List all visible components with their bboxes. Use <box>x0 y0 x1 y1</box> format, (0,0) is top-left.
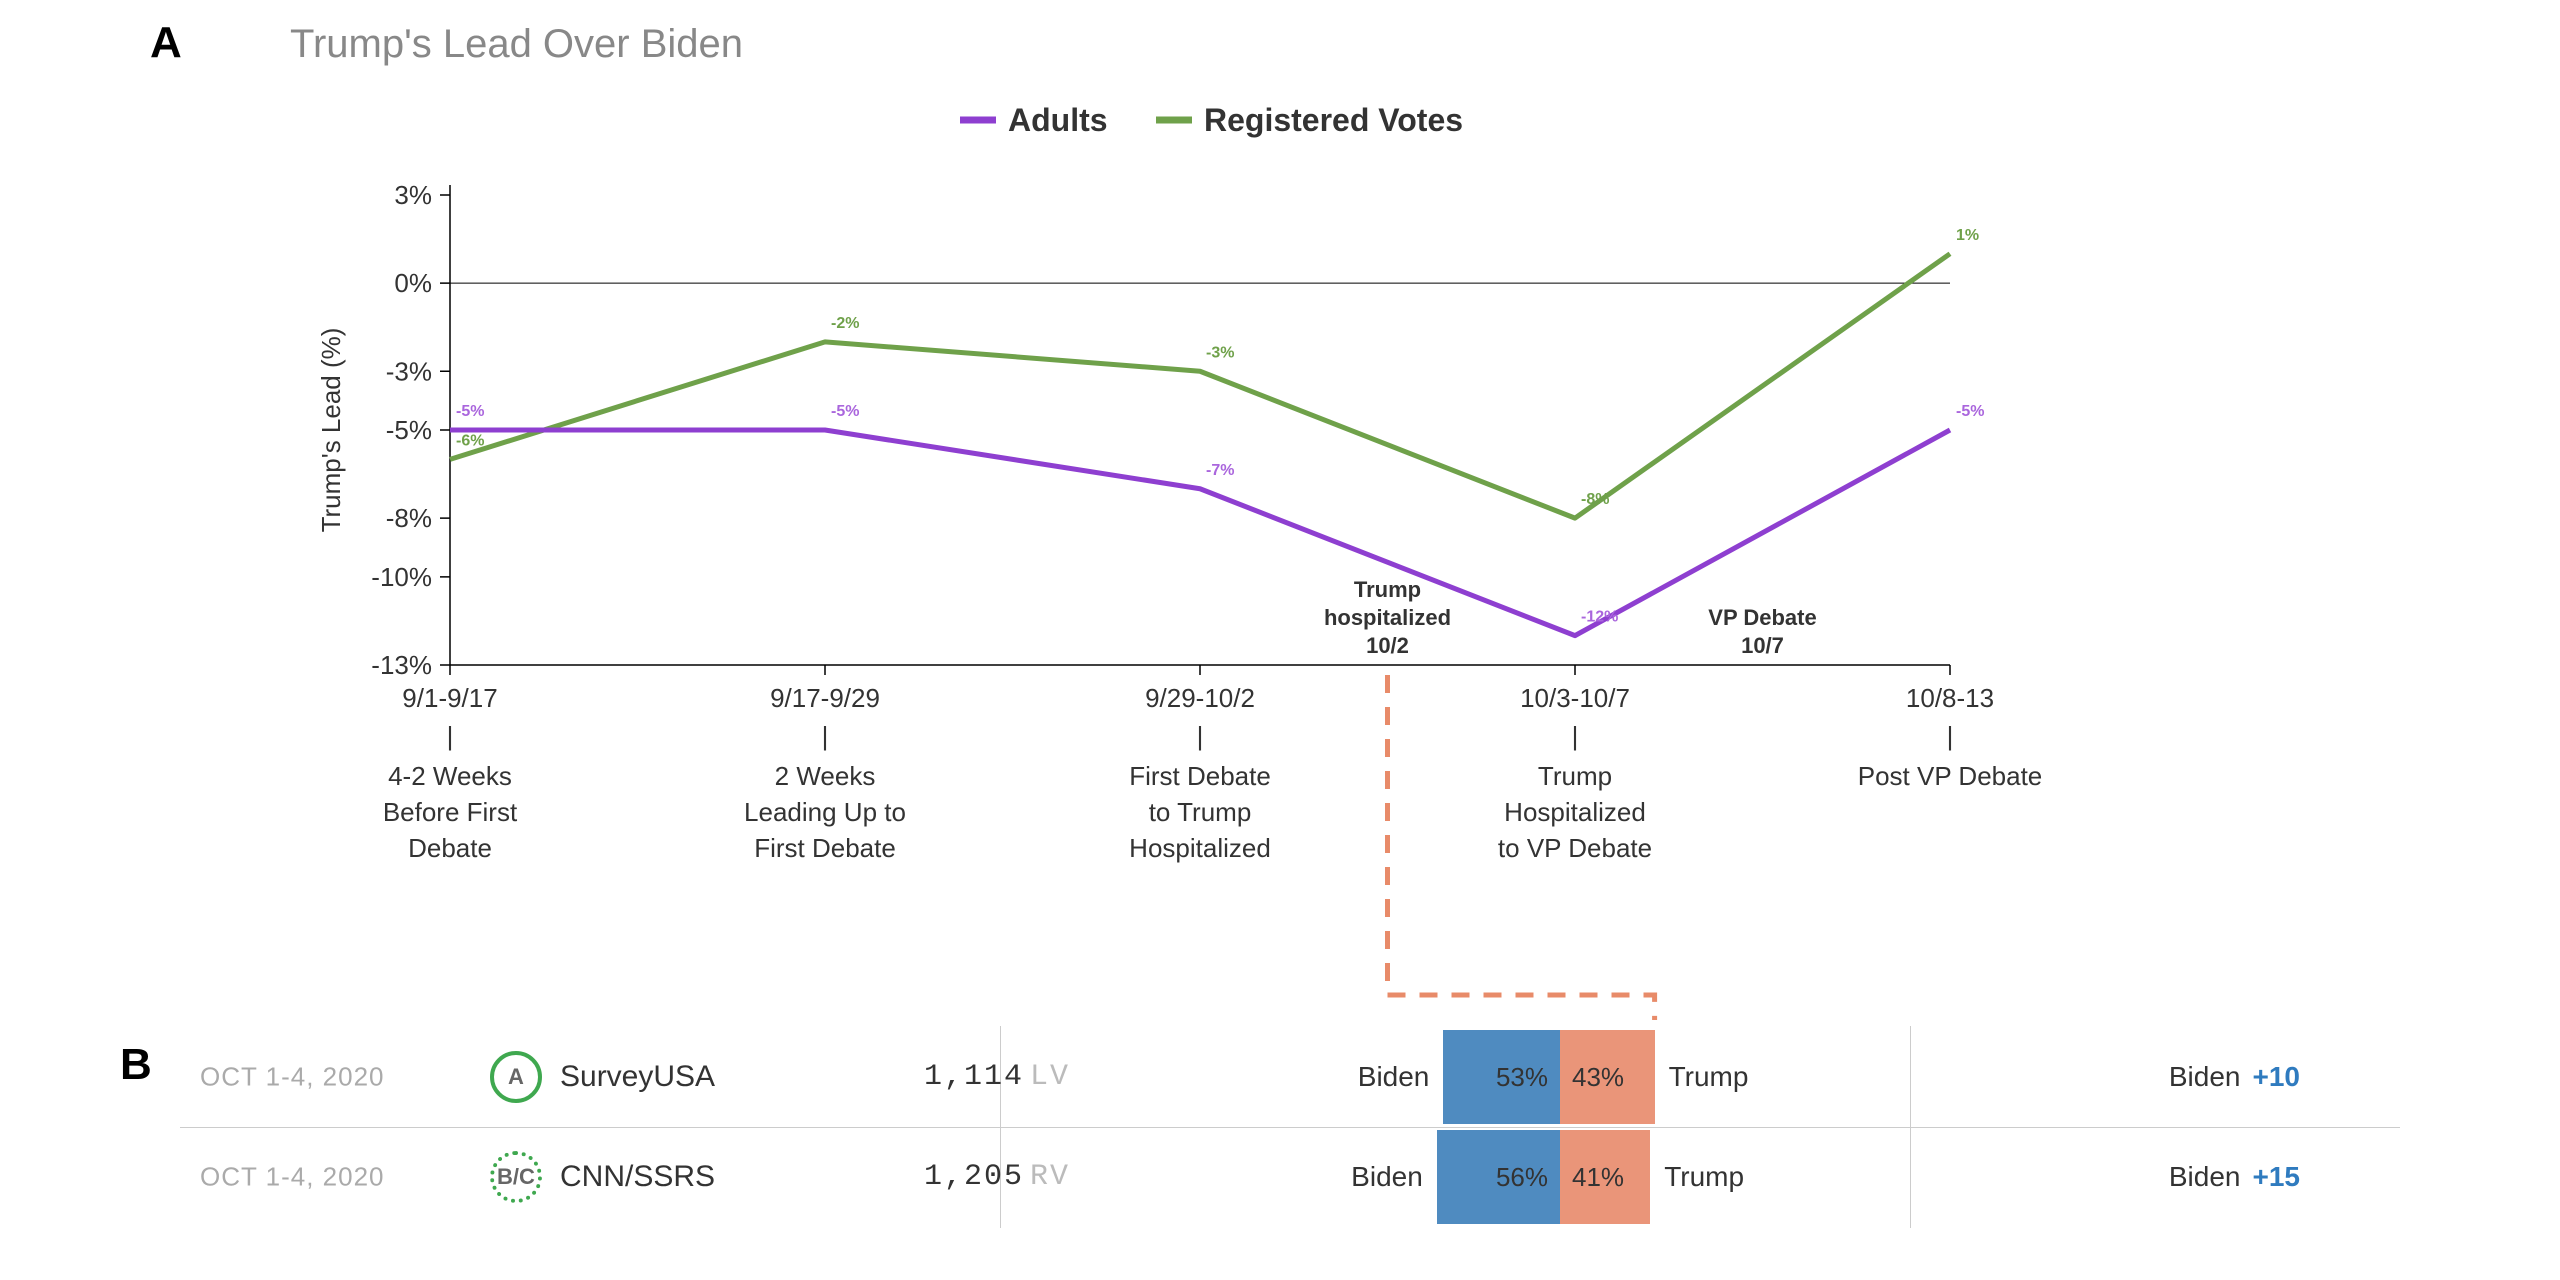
svg-text:-12%: -12% <box>1581 609 1618 626</box>
poll-left-name: Biden <box>1358 1061 1430 1093</box>
svg-text:-3%: -3% <box>1206 344 1234 361</box>
poll-left-name: Biden <box>1351 1161 1423 1193</box>
svg-text:VP Debate: VP Debate <box>1708 605 1816 630</box>
svg-text:9/29-10/2: 9/29-10/2 <box>1145 683 1255 713</box>
poll-row: OCT 1-4, 2020 B/C CNN/SSRS 1,205RV 56%41% Bid… <box>200 1130 2400 1224</box>
pollster-grade-badge: B/C <box>490 1151 542 1203</box>
svg-text:Trump: Trump <box>1354 577 1421 602</box>
svg-text:Trump: Trump <box>1538 761 1612 791</box>
svg-text:-13%: -13% <box>371 650 432 680</box>
svg-text:-6%: -6% <box>456 432 484 449</box>
svg-text:10/3-10/7: 10/3-10/7 <box>1520 683 1630 713</box>
svg-text:Debate: Debate <box>408 833 492 863</box>
svg-text:First Debate: First Debate <box>1129 761 1271 791</box>
svg-text:Trump's Lead (%): Trump's Lead (%) <box>316 328 346 533</box>
poll-bar-left: 53% <box>1443 1030 1560 1124</box>
poll-bar-right: 41% <box>1560 1130 1650 1224</box>
svg-text:Hospitalized: Hospitalized <box>1504 797 1646 827</box>
panel-b-label: B <box>120 1040 152 1090</box>
poll-sample: 1,114LV <box>924 1060 1070 1094</box>
svg-text:|: | <box>1572 721 1579 751</box>
svg-text:9/1-9/17: 9/1-9/17 <box>402 683 497 713</box>
svg-text:to VP Debate: to VP Debate <box>1498 833 1652 863</box>
svg-text:Registered Votes: Registered Votes <box>1204 102 1463 138</box>
svg-text:4-2 Weeks: 4-2 Weeks <box>388 761 512 791</box>
svg-text:to Trump: to Trump <box>1149 797 1252 827</box>
svg-text:Hospitalized: Hospitalized <box>1129 833 1271 863</box>
svg-text:|: | <box>1947 721 1954 751</box>
svg-text:10/7: 10/7 <box>1741 633 1784 658</box>
poll-date: OCT 1-4, 2020 <box>200 1162 385 1193</box>
svg-text:3%: 3% <box>394 180 432 210</box>
svg-text:|: | <box>447 721 454 751</box>
svg-text:|: | <box>1197 721 1204 751</box>
svg-text:hospitalized: hospitalized <box>1324 605 1451 630</box>
svg-text:10/8-13: 10/8-13 <box>1906 683 1994 713</box>
poll-net: Biden+10 <box>2169 1061 2300 1093</box>
svg-text:1%: 1% <box>1956 227 1979 244</box>
svg-text:First Debate: First Debate <box>754 833 896 863</box>
svg-text:Before First: Before First <box>383 797 518 827</box>
svg-text:-5%: -5% <box>386 415 432 445</box>
poll-date: OCT 1-4, 2020 <box>200 1062 385 1093</box>
pollster-name: SurveyUSA <box>560 1060 715 1094</box>
svg-text:-5%: -5% <box>831 403 859 420</box>
svg-text:|: | <box>822 721 829 751</box>
svg-text:-8%: -8% <box>1581 491 1609 508</box>
poll-right-name: Trump <box>1669 1061 1749 1093</box>
svg-text:-2%: -2% <box>831 315 859 332</box>
poll-sample: 1,205RV <box>924 1160 1070 1194</box>
svg-text:-8%: -8% <box>386 503 432 533</box>
svg-text:10/2: 10/2 <box>1366 633 1409 658</box>
svg-text:-10%: -10% <box>371 562 432 592</box>
svg-text:-5%: -5% <box>456 403 484 420</box>
svg-text:Leading Up to: Leading Up to <box>744 797 906 827</box>
poll-row: OCT 1-4, 2020 A SurveyUSA 1,114LV 53%43% Bide… <box>200 1030 2400 1124</box>
svg-text:-7%: -7% <box>1206 462 1234 479</box>
poll-net: Biden+15 <box>2169 1161 2300 1193</box>
svg-text:9/17-9/29: 9/17-9/29 <box>770 683 880 713</box>
pollster-grade-badge: A <box>490 1051 542 1103</box>
svg-text:0%: 0% <box>394 268 432 298</box>
svg-text:2 Weeks: 2 Weeks <box>775 761 876 791</box>
svg-text:Post VP Debate: Post VP Debate <box>1858 761 2043 791</box>
poll-bar: 56%41% <box>1437 1130 1650 1224</box>
poll-bar: 53%43% <box>1443 1030 1654 1124</box>
svg-text:-3%: -3% <box>386 356 432 386</box>
poll-bar-left: 56% <box>1437 1130 1560 1224</box>
pollster-name: CNN/SSRS <box>560 1160 715 1194</box>
svg-text:Adults: Adults <box>1008 102 1108 138</box>
svg-text:-5%: -5% <box>1956 403 1984 420</box>
poll-right-name: Trump <box>1664 1161 1744 1193</box>
lead-line-chart: 3% 0% -3% -5% -8% -10% -13% Trump's Lead (%) 9/1… <box>0 0 2560 1020</box>
poll-bar-right: 43% <box>1560 1030 1655 1124</box>
